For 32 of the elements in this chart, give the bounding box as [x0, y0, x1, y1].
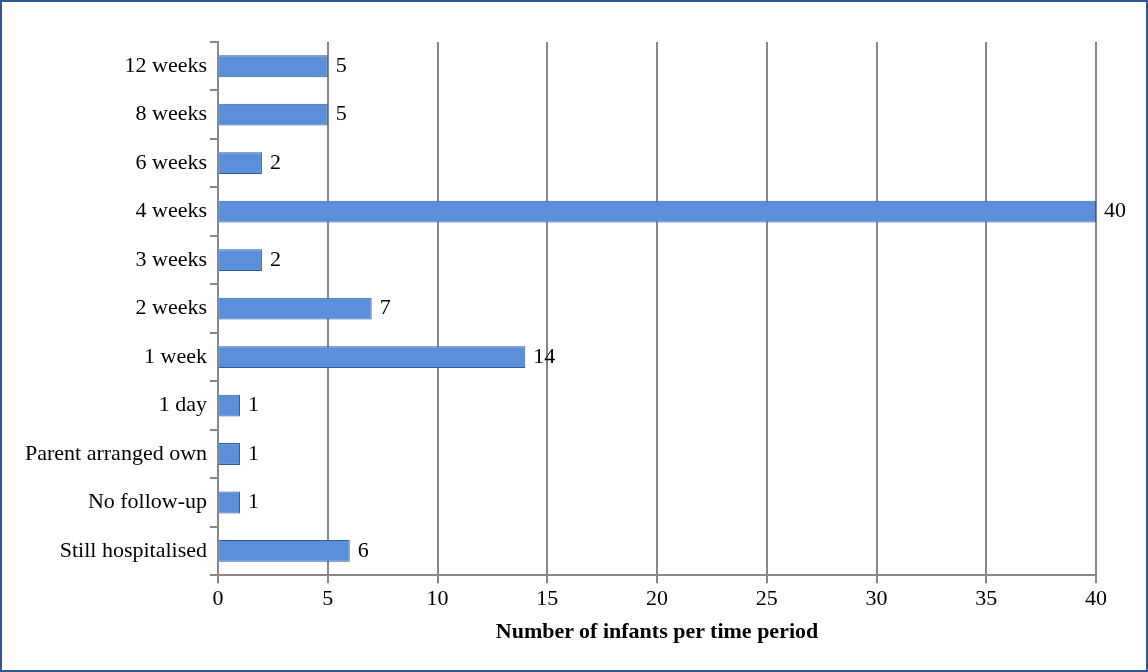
- y-tick-label: 8 weeks: [135, 100, 208, 126]
- x-tick-label: 0: [212, 585, 224, 611]
- y-tick-label: Parent arranged own: [24, 439, 208, 465]
- y-tick-label: 1 day: [158, 391, 208, 417]
- data-label: 7: [379, 294, 391, 320]
- data-label: 1: [247, 488, 259, 514]
- x-tick-label: 5: [322, 585, 334, 611]
- data-label: 5: [335, 52, 347, 78]
- x-tick-label: 20: [646, 585, 669, 611]
- y-tick-label: 2 weeks: [135, 294, 208, 320]
- x-tick-label: 25: [755, 585, 778, 611]
- data-label: 1: [247, 391, 259, 417]
- y-tick-label: 4 weeks: [135, 197, 208, 223]
- x-tick-label: 35: [975, 585, 998, 611]
- data-label: 6: [357, 536, 369, 562]
- y-tick-label: 6 weeks: [135, 148, 208, 174]
- x-axis-title: Number of infants per time period: [495, 618, 819, 644]
- y-tick-label: 12 weeks: [124, 52, 208, 78]
- data-label: 1: [247, 439, 259, 465]
- data-label: 2: [269, 245, 281, 271]
- y-tick-label: 3 weeks: [135, 245, 208, 271]
- y-tick-label: Still hospitalised: [59, 536, 208, 562]
- data-label: 2: [269, 148, 281, 174]
- x-tick-label: 10: [426, 585, 449, 611]
- x-tick-label: 40: [1085, 585, 1107, 611]
- data-label: 5: [335, 100, 347, 126]
- x-tick-label: 30: [865, 585, 888, 611]
- y-tick-label: No follow-up: [87, 488, 208, 514]
- data-label: 14: [533, 342, 556, 368]
- x-tick-label: 15: [536, 585, 559, 611]
- data-label: 40: [1104, 197, 1126, 223]
- y-tick-label: 1 week: [144, 342, 208, 368]
